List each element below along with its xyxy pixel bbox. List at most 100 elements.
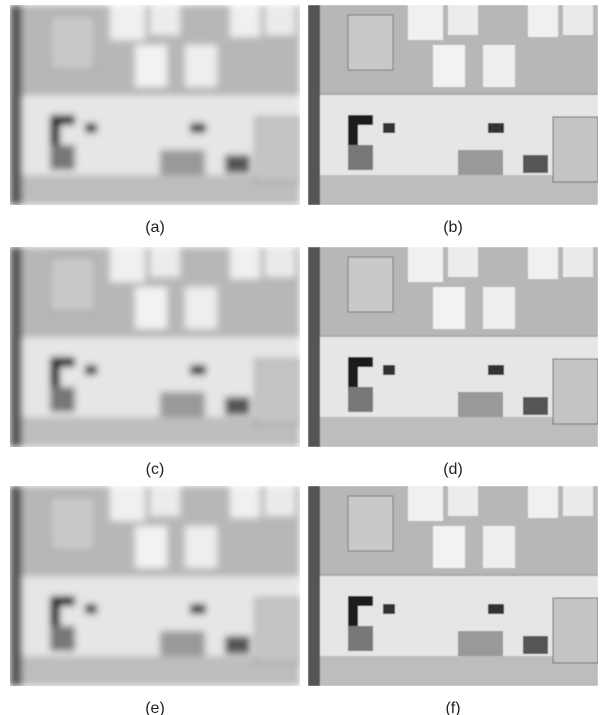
photo-detail: [347, 495, 394, 552]
photo-detail: [10, 417, 300, 447]
photo-detail: [348, 357, 373, 367]
photo-detail: [563, 486, 593, 516]
photo-detail: [383, 604, 395, 614]
photo-detail: [49, 14, 96, 71]
photo-detail: [348, 145, 373, 170]
photo-detail: [552, 597, 598, 664]
photo-content: [10, 5, 300, 205]
photo-detail: [383, 365, 395, 375]
photo-detail: [185, 287, 217, 329]
photo-detail: [348, 596, 358, 646]
photo: [10, 486, 300, 686]
photo-detail: [135, 45, 167, 87]
photo-detail: [50, 357, 75, 367]
photo-detail: [265, 247, 295, 277]
photo-detail: [225, 155, 250, 173]
photo-detail: [433, 526, 465, 568]
photo-detail: [552, 116, 598, 183]
photo-detail: [348, 596, 373, 606]
photo-detail: [348, 115, 373, 125]
photo-detail: [160, 392, 205, 417]
photo-detail: [488, 123, 504, 133]
photo-detail: [528, 247, 558, 279]
photo-content: [10, 247, 300, 447]
photo-detail: [408, 5, 443, 40]
photo: [308, 247, 598, 447]
photo-detail: [483, 287, 515, 329]
photo-detail: [448, 5, 478, 35]
photo-detail: [49, 256, 96, 313]
photo-detail: [50, 357, 60, 407]
photo-detail: [308, 175, 598, 205]
photo-detail: [523, 636, 548, 654]
photo-detail: [150, 5, 180, 35]
photo-detail: [523, 397, 548, 415]
photo-detail: [347, 256, 394, 313]
photo-detail: [563, 247, 593, 277]
photo-detail: [160, 631, 205, 656]
photo-detail: [10, 175, 300, 205]
panel-label: (e): [145, 700, 165, 715]
photo-detail: [528, 5, 558, 37]
photo-detail: [50, 596, 75, 606]
photo-detail: [185, 526, 217, 568]
photo-detail: [10, 656, 300, 686]
photo-detail: [308, 486, 320, 686]
photo-detail: [190, 365, 206, 375]
photo-detail: [483, 45, 515, 87]
photo-detail: [135, 526, 167, 568]
photo-detail: [528, 486, 558, 518]
photo-detail: [50, 596, 60, 646]
photo-detail: [348, 115, 358, 165]
photo-detail: [135, 287, 167, 329]
photo-detail: [265, 5, 295, 35]
photo-detail: [185, 45, 217, 87]
photo-detail: [10, 247, 22, 447]
photo-detail: [408, 247, 443, 282]
photo-detail: [110, 247, 145, 282]
photo-detail: [488, 604, 504, 614]
panel-label: (b): [443, 219, 463, 236]
photo-detail: [448, 486, 478, 516]
photo-detail: [483, 526, 515, 568]
photo-detail: [85, 123, 97, 133]
photo-detail: [160, 150, 205, 175]
photo-detail: [383, 123, 395, 133]
photo-detail: [50, 626, 75, 651]
photo-detail: [110, 5, 145, 40]
photo-detail: [458, 150, 503, 175]
photo-detail: [225, 636, 250, 654]
photo-content: [308, 247, 598, 447]
photo-detail: [265, 486, 295, 516]
photo-detail: [50, 387, 75, 412]
photo-detail: [190, 604, 206, 614]
photo-content: [308, 486, 598, 686]
photo-detail: [347, 14, 394, 71]
photo-detail: [552, 358, 598, 425]
photo-content: [308, 5, 598, 205]
photo-detail: [49, 495, 96, 552]
photo-detail: [254, 116, 300, 183]
photo: [308, 486, 598, 686]
photo-detail: [458, 392, 503, 417]
panel-label: (a): [145, 219, 165, 236]
photo: [10, 5, 300, 205]
photo-detail: [230, 486, 260, 518]
photo-detail: [85, 365, 97, 375]
photo-detail: [254, 358, 300, 425]
photo-detail: [225, 397, 250, 415]
photo-detail: [50, 145, 75, 170]
photo-detail: [448, 247, 478, 277]
photo-detail: [10, 5, 22, 205]
photo-content: [10, 486, 300, 686]
photo-detail: [50, 115, 75, 125]
photo-detail: [308, 656, 598, 686]
photo-detail: [348, 626, 373, 651]
photo-detail: [254, 597, 300, 664]
photo-detail: [488, 365, 504, 375]
photo-detail: [150, 486, 180, 516]
photo: [308, 5, 598, 205]
photo-detail: [150, 247, 180, 277]
photo-detail: [348, 387, 373, 412]
